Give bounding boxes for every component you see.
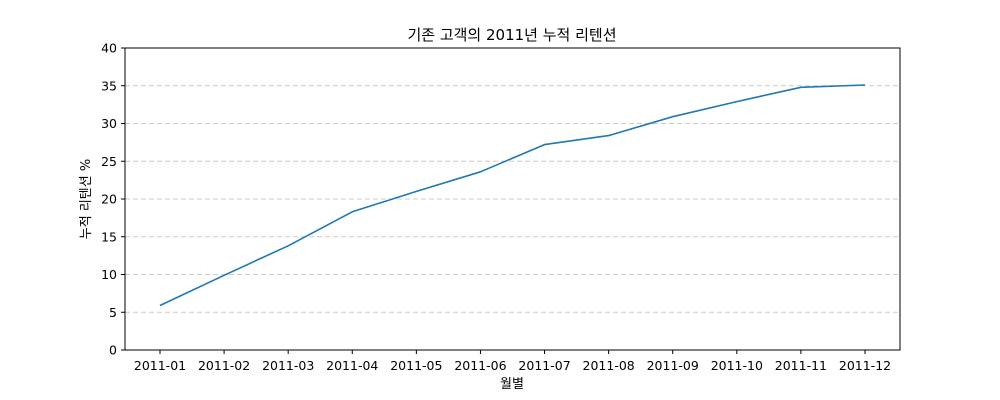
x-tick-label: 2011-02 <box>198 358 250 373</box>
x-tick-label: 2011-04 <box>326 358 378 373</box>
x-tick-label: 2011-01 <box>134 358 186 373</box>
x-axis: 2011-01 2011-02 2011-03 2011-04 2011-05 2011-… <box>134 350 891 373</box>
x-tick-label: 2011-06 <box>454 358 506 373</box>
x-tick-label: 2011-11 <box>775 358 827 373</box>
y-tick-label: 35 <box>101 78 117 93</box>
x-tick-label: 2011-05 <box>390 358 442 373</box>
y-tick-label: 10 <box>101 267 117 282</box>
x-tick-label: 2011-09 <box>647 358 699 373</box>
x-tick-label: 2011-07 <box>518 358 570 373</box>
y-tick-label: 20 <box>101 192 117 207</box>
x-axis-label: 월별 <box>500 377 524 392</box>
y-tick-label: 0 <box>109 343 117 358</box>
y-tick-label: 30 <box>101 116 117 131</box>
y-axis-label: 누적 리텐션 % <box>79 159 94 239</box>
x-tick-label: 2011-12 <box>839 358 891 373</box>
chart-title: 기존 고객의 2011년 누적 리텐션 <box>407 26 616 44</box>
x-tick-label: 2011-03 <box>262 358 314 373</box>
series-layer <box>159 84 866 307</box>
y-tick-label: 25 <box>101 154 117 169</box>
y-tick-label: 5 <box>109 305 117 320</box>
series-line <box>159 84 866 307</box>
y-tick-label: 15 <box>101 229 117 244</box>
x-tick-label: 2011-08 <box>583 358 635 373</box>
y-tick-label: 40 <box>101 41 117 56</box>
x-tick-label: 2011-10 <box>711 358 763 373</box>
y-axis: 0 5 10 15 20 25 30 35 40 <box>101 41 125 358</box>
grid <box>125 85 900 313</box>
